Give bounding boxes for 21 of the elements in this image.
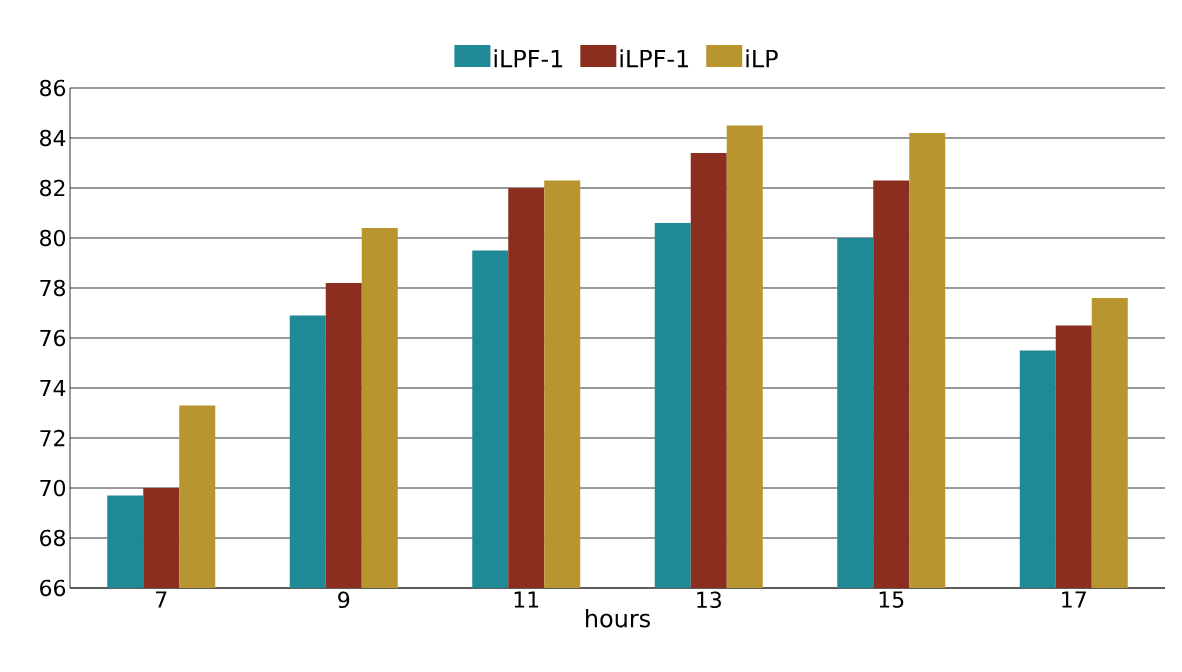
y-tick-label: 74 (40, 380, 66, 396)
legend-label: iLPF-1 (494, 49, 563, 68)
x-axis-title: hours (586, 608, 650, 628)
x-tick-label: 9 (338, 591, 350, 609)
legend-label: iLPF-1 (620, 49, 689, 68)
y-tick-label: 66 (40, 579, 66, 597)
y-tick-label: 86 (40, 79, 66, 97)
y-tick-label: 72 (40, 429, 65, 447)
y-tick-label: 68 (40, 529, 65, 547)
y-tick-label: 84 (40, 129, 66, 147)
y-tick-label: 80 (40, 229, 66, 247)
x-tick-label: 15 (879, 591, 904, 608)
y-tick-label: 78 (40, 279, 65, 297)
x-tick-label: 11 (514, 591, 539, 608)
y-tick-label: 82 (40, 179, 65, 197)
x-tick-label: 17 (1062, 591, 1086, 608)
x-tick-label: 13 (697, 591, 721, 609)
x-tick-label: 7 (156, 591, 167, 608)
y-tick-label: 70 (40, 479, 66, 497)
legend-label: iLP (746, 49, 778, 68)
y-tick-label: 76 (40, 329, 66, 347)
